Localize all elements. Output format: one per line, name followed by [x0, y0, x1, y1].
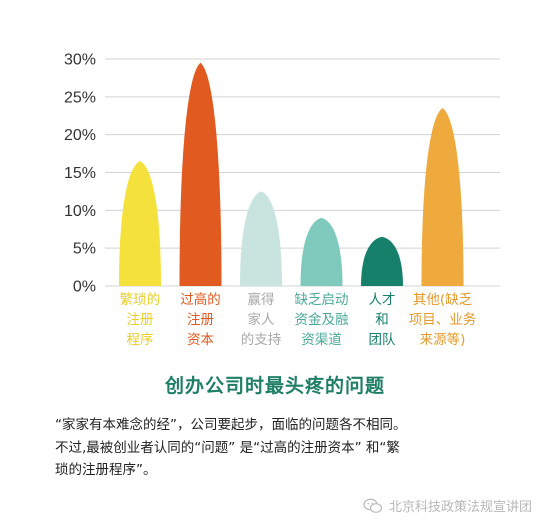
y-tick-label: 10% [64, 203, 96, 220]
category-label: 繁琐的 [120, 291, 161, 308]
y-tick-label: 5% [73, 241, 96, 258]
y-tick-label: 25% [64, 89, 96, 106]
bars [119, 62, 464, 287]
category-label: 过高的 [180, 291, 221, 308]
paragraph-line: “家家有本难念的经”，公司要起步，面临的问题各不相同。 [55, 417, 407, 433]
gridlines [105, 58, 500, 287]
category-label: 家人 [248, 311, 275, 328]
category-label: 的支持 [241, 332, 282, 348]
category-label: 注册 [187, 312, 214, 328]
description-paragraph: “家家有本难念的经”，公司要起步，面临的问题各不相同。 不过,最被创业者认同的“… [55, 414, 525, 482]
category-label: 注册 [127, 312, 154, 328]
watermark-text: 北京科技政策法规宣讲团 [388, 500, 532, 515]
bar [240, 191, 282, 286]
category-label: 程序 [127, 332, 154, 348]
y-tick-label: 15% [64, 165, 96, 182]
bar [119, 161, 161, 286]
y-axis-ticks: 0% 5% 10% 15% 20% 25% 30% [64, 52, 96, 296]
category-label: 资本 [187, 332, 214, 348]
wechat-icon [363, 498, 383, 513]
category-label: 其他(缺乏 [413, 292, 473, 308]
bar [361, 236, 403, 286]
bar [179, 62, 222, 287]
bar [421, 108, 464, 286]
category-label: 人才 [369, 292, 396, 308]
category-label: 资渠道 [301, 332, 342, 348]
category-label: 和 [375, 312, 389, 328]
y-tick-label: 20% [64, 127, 96, 144]
watermark: 北京科技政策法规宣讲团 [363, 496, 532, 515]
category-label: 缺乏启动 [295, 292, 349, 308]
category-label: 来源等) [420, 331, 466, 348]
category-label: 赢得 [248, 291, 275, 308]
y-tick-label: 0% [73, 279, 96, 296]
paragraph-line: 不过,最被创业者认同的“问题” 是“过高的注册资本” 和“繁 [55, 439, 400, 456]
category-label: 资金及融 [295, 312, 349, 328]
category-label: 团队 [369, 332, 396, 348]
y-tick-label: 30% [64, 52, 96, 69]
category-label: 项目、业务 [409, 312, 477, 328]
chart-title: 创办公司时最头疼的问题 [164, 375, 385, 397]
bar [300, 217, 343, 286]
paragraph-line: 琐的注册程序”。 [55, 462, 157, 478]
